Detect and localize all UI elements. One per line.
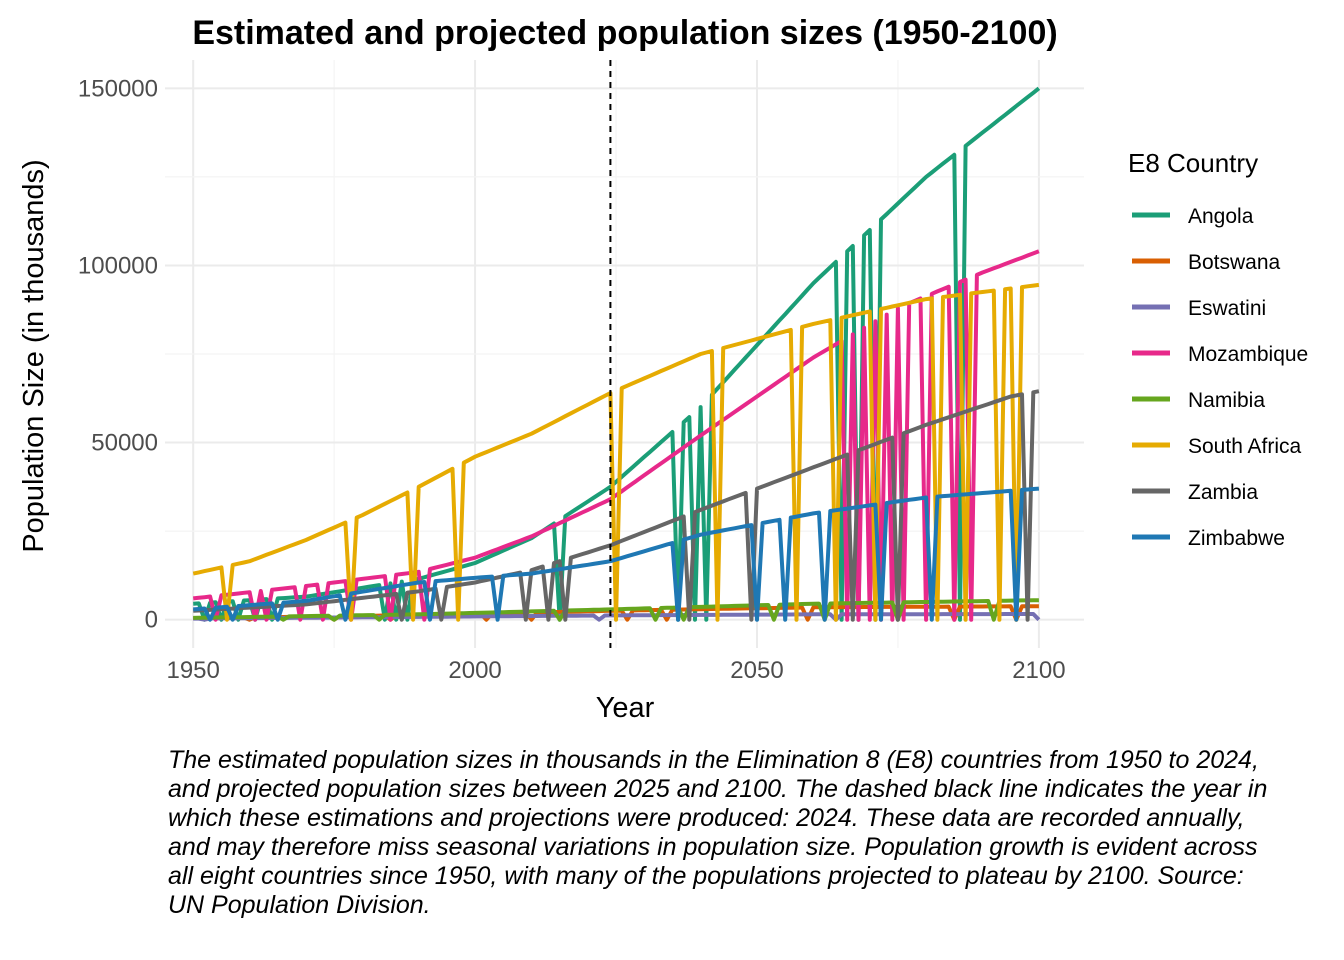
series-line-zambia xyxy=(193,389,1040,622)
series-line-south-africa xyxy=(192,282,1040,622)
legend: E8 Country Angola Botswana Eswatini Mozambi… xyxy=(1128,148,1308,550)
grid xyxy=(165,60,1084,648)
x-tick-label: 2100 xyxy=(1012,657,1065,684)
series-line-mozambique xyxy=(192,249,1040,622)
chart: Estimated and projected population sizes… xyxy=(18,14,1308,724)
x-axis-title: Year xyxy=(596,692,655,724)
figure-caption: The estimated population sizes in thousa… xyxy=(168,746,1268,919)
x-tick-label: 2000 xyxy=(448,657,501,684)
y-tick-label: 50000 xyxy=(91,430,158,457)
y-tick-label: 150000 xyxy=(78,75,158,102)
series-line-angola xyxy=(193,86,1041,622)
x-axis-ticks: 1950 2000 2050 2100 xyxy=(166,657,1065,684)
y-tick-label: 100000 xyxy=(78,252,158,279)
y-axis-ticks: 0 50000 100000 150000 xyxy=(78,75,158,633)
legend-title: E8 Country xyxy=(1128,148,1258,178)
legend-label: Eswatini xyxy=(1188,297,1266,320)
legend-label: Botswana xyxy=(1188,251,1281,274)
legend-label: Zimbabwe xyxy=(1188,527,1285,550)
x-tick-label: 1950 xyxy=(166,657,219,684)
legend-label: South Africa xyxy=(1188,435,1302,458)
legend-label: Mozambique xyxy=(1188,343,1308,366)
chart-title: Estimated and projected population sizes… xyxy=(192,14,1057,52)
y-axis-title: Population Size (in thousands) xyxy=(18,159,50,552)
series-line-zimbabwe xyxy=(193,486,1040,622)
series-lines xyxy=(192,86,1041,622)
legend-label: Namibia xyxy=(1188,389,1265,412)
legend-label: Angola xyxy=(1188,205,1254,228)
legend-label: Zambia xyxy=(1188,481,1258,504)
legend-items: Angola Botswana Eswatini Mozambique Namibia S… xyxy=(1132,205,1308,550)
y-tick-label: 0 xyxy=(145,607,158,634)
x-tick-label: 2050 xyxy=(730,657,783,684)
